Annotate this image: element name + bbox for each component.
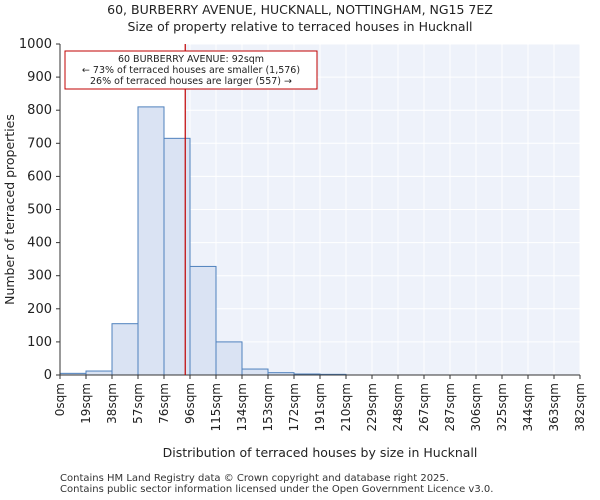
x-tick-label: 153sqm bbox=[261, 383, 275, 431]
footer-line-1: Contains HM Land Registry data © Crown c… bbox=[60, 473, 449, 484]
histogram-bar bbox=[189, 265, 217, 376]
x-tick-label: 363sqm bbox=[547, 383, 561, 431]
x-tick-label: 229sqm bbox=[365, 383, 379, 431]
x-tick-label: 267sqm bbox=[417, 383, 431, 431]
x-tick-label: 76sqm bbox=[157, 383, 171, 424]
y-tick-label: 400 bbox=[27, 236, 52, 251]
x-tick-label: 344sqm bbox=[521, 383, 535, 431]
histogram-bar bbox=[111, 323, 139, 376]
x-tick-label: 287sqm bbox=[443, 383, 457, 431]
annotation-line-1: 60 BURBERRY AVENUE: 92sqm bbox=[118, 54, 264, 65]
histogram-bar bbox=[215, 341, 243, 376]
y-tick-label: 200 bbox=[27, 302, 52, 317]
y-tick-label: 1000 bbox=[19, 37, 52, 52]
y-tick-label: 700 bbox=[27, 136, 52, 151]
footer-line-2: Contains public sector information licen… bbox=[60, 484, 494, 495]
y-tick-label: 900 bbox=[27, 70, 52, 85]
x-tick-label: 96sqm bbox=[183, 383, 197, 424]
y-tick-label: 600 bbox=[27, 169, 52, 184]
x-tick-label: 172sqm bbox=[287, 383, 301, 431]
x-tick-label: 38sqm bbox=[105, 383, 119, 424]
y-tick-label: 500 bbox=[27, 203, 52, 218]
histogram-bar bbox=[163, 137, 191, 376]
annotation-box bbox=[64, 50, 318, 90]
y-tick-label: 0 bbox=[44, 368, 52, 383]
x-tick-label: 57sqm bbox=[131, 383, 145, 424]
y-tick-label: 800 bbox=[27, 103, 52, 118]
annotation-line-2: ← 73% of terraced houses are smaller (1,… bbox=[82, 65, 300, 76]
x-tick-label: 382sqm bbox=[573, 383, 587, 431]
annotation-line-3: 26% of terraced houses are larger (557) … bbox=[90, 76, 292, 87]
x-tick-label: 0sqm bbox=[53, 383, 67, 416]
y-tick-label: 300 bbox=[27, 269, 52, 284]
chart-title: 60, BURBERRY AVENUE, HUCKNALL, NOTTINGHA… bbox=[107, 2, 493, 17]
x-tick-label: 306sqm bbox=[469, 383, 483, 431]
y-axis-title: Number of terraced properties bbox=[2, 114, 17, 305]
x-axis-title: Distribution of terraced houses by size … bbox=[163, 445, 478, 460]
y-tick-label: 100 bbox=[27, 335, 52, 350]
x-tick-label: 191sqm bbox=[313, 383, 327, 431]
x-tick-label: 19sqm bbox=[79, 383, 93, 424]
x-tick-label: 115sqm bbox=[209, 383, 223, 431]
x-tick-label: 134sqm bbox=[235, 383, 249, 431]
x-tick-label: 248sqm bbox=[391, 383, 405, 431]
x-tick-label: 210sqm bbox=[339, 383, 353, 431]
histogram-bar bbox=[137, 106, 165, 376]
chart-subtitle: Size of property relative to terraced ho… bbox=[127, 19, 473, 34]
histogram-bar bbox=[85, 370, 113, 376]
x-tick-label: 325sqm bbox=[495, 383, 509, 431]
histogram-bar bbox=[241, 368, 269, 376]
